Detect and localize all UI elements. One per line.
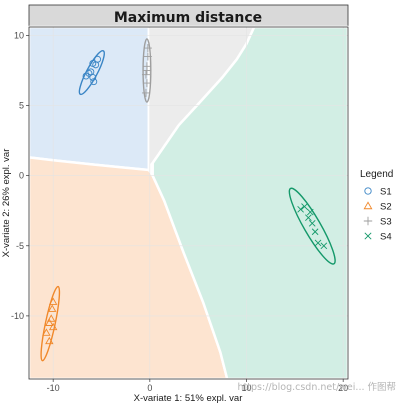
x-tick-label: 20 — [338, 383, 348, 393]
ellipse-s4 — [288, 187, 336, 265]
legend-label-s4: S4 — [380, 232, 392, 243]
point-s4 — [320, 242, 328, 250]
data-points — [42, 44, 328, 345]
x-tick-label: 0 — [147, 383, 152, 393]
x-axis-title: X-variate 1: 51% expl. var — [134, 393, 243, 404]
point-s3 — [142, 66, 151, 75]
point-s4 — [314, 239, 322, 247]
y-tick-label: 0 — [19, 171, 24, 181]
legend-key-s2 — [363, 201, 373, 210]
point-s3 — [143, 44, 152, 53]
legend-label-s2: S2 — [380, 202, 392, 213]
point-s2 — [47, 304, 57, 312]
legend-key-s3 — [363, 216, 373, 226]
ellipse-s2 — [40, 285, 61, 362]
point-s2 — [42, 328, 51, 336]
y-axis-ticks: 10 5 0 -5 -10 — [11, 30, 29, 321]
point-s4 — [308, 220, 316, 227]
point-s2 — [45, 318, 54, 326]
point-s4 — [305, 214, 312, 222]
point-s3 — [141, 70, 150, 79]
y-tick-label: 10 — [14, 30, 24, 40]
grid-lines — [29, 27, 348, 379]
y-tick-label: -10 — [11, 311, 24, 321]
legend-label-s1: S1 — [380, 187, 392, 198]
point-s4 — [311, 228, 319, 236]
point-s3 — [141, 88, 150, 97]
y-axis-title: X-variate 2: 26% expl. var — [1, 149, 12, 258]
point-s2 — [47, 314, 56, 322]
point-s2 — [48, 322, 58, 331]
point-s3 — [142, 79, 151, 88]
point-s1 — [87, 68, 95, 76]
chart-title: Maximum distance — [114, 10, 262, 26]
ellipse-s1 — [78, 50, 105, 96]
legend-label-s3: S3 — [380, 217, 392, 228]
y-tick-label: -5 — [16, 241, 24, 251]
legend-key-s1 — [364, 187, 372, 195]
region-s1 — [27, 25, 151, 172]
plot-border — [28, 26, 349, 380]
x-tick-label: 10 — [241, 383, 251, 393]
point-s4 — [297, 205, 304, 213]
legend-title: Legend — [360, 169, 393, 180]
point-s1 — [89, 60, 97, 67]
point-s2 — [48, 297, 58, 305]
x-axis-ticks: -10 0 10 20 — [47, 379, 348, 393]
point-s4 — [306, 208, 314, 216]
y-tick-label: 5 — [19, 101, 24, 111]
x-tick-label: -10 — [47, 383, 60, 393]
legend-key-s4 — [364, 232, 372, 240]
point-s1 — [90, 78, 98, 86]
point-s2 — [45, 336, 54, 345]
background-regions — [27, 25, 350, 381]
legend: Legend S1 S2 S3 S4 — [360, 169, 393, 243]
point-s1 — [82, 72, 90, 80]
point-s1 — [94, 55, 102, 63]
watermark: https://blog.csdn.net/wei... 作图帮 — [238, 381, 396, 393]
point-s4 — [301, 203, 308, 210]
point-s3 — [143, 52, 152, 61]
